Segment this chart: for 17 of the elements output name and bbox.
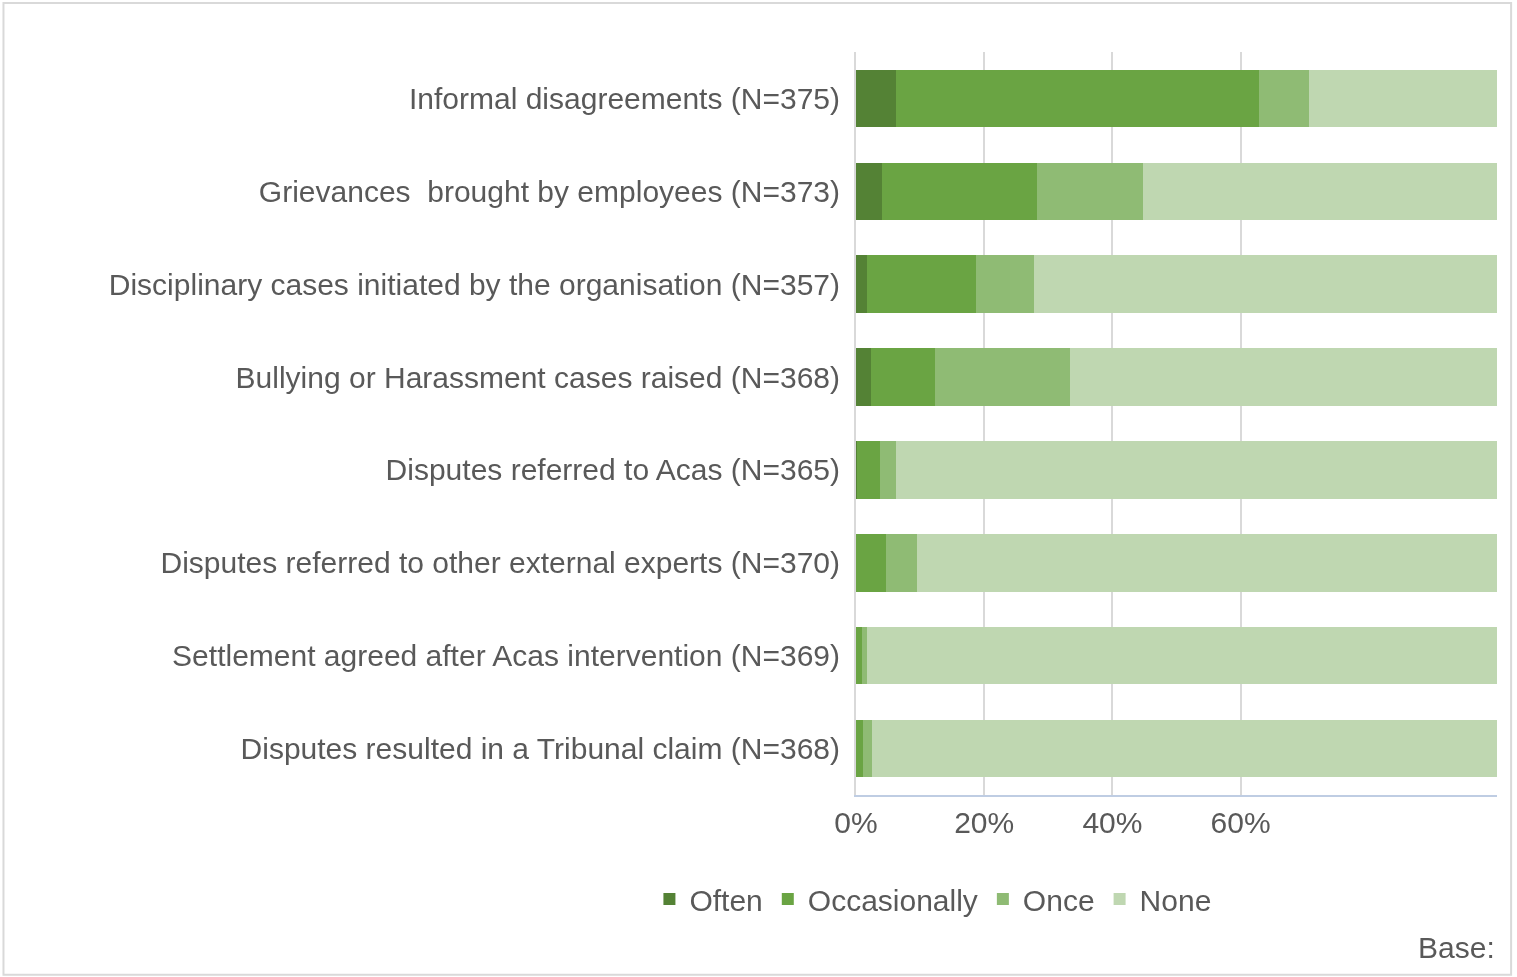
y-tick-label: Informal disagreements (N=375)	[408, 81, 840, 115]
y-tick-label: Disputes referred to Acas (N=365)	[385, 453, 840, 487]
x-tick-label: 60%	[1210, 806, 1271, 839]
legend-label: None	[1139, 883, 1212, 917]
y-tick-label: Grievances brought by employees (N=373)	[258, 174, 840, 208]
text: Base:	[1418, 931, 1495, 964]
y-tick-label: Disciplinary cases initiated by the organisation (N=357)	[108, 267, 840, 301]
x-tick-label: 40%	[1082, 806, 1143, 839]
y-tick-label: Settlement agreed after Acas intervention (N=369)	[172, 639, 840, 673]
legend-label: Occasionally	[807, 883, 978, 917]
y-tick-label: Disputes resulted in a Tribunal claim (N=368)	[240, 732, 840, 766]
legend-label: Once	[1022, 883, 1095, 917]
x-tick-label: 0%	[834, 806, 878, 839]
y-tick-label: Disputes referred to other external experts (N=370)	[160, 546, 840, 580]
y-tick-label: Bullying or Harassment cases raised (N=368)	[235, 360, 840, 394]
legend-label: Often	[689, 883, 763, 917]
x-tick-label: 20%	[954, 806, 1015, 839]
